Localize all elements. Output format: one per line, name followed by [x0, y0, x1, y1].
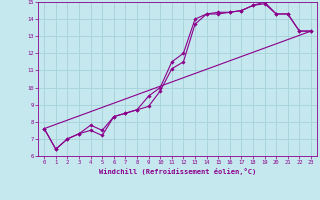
X-axis label: Windchill (Refroidissement éolien,°C): Windchill (Refroidissement éolien,°C) [99, 168, 256, 175]
